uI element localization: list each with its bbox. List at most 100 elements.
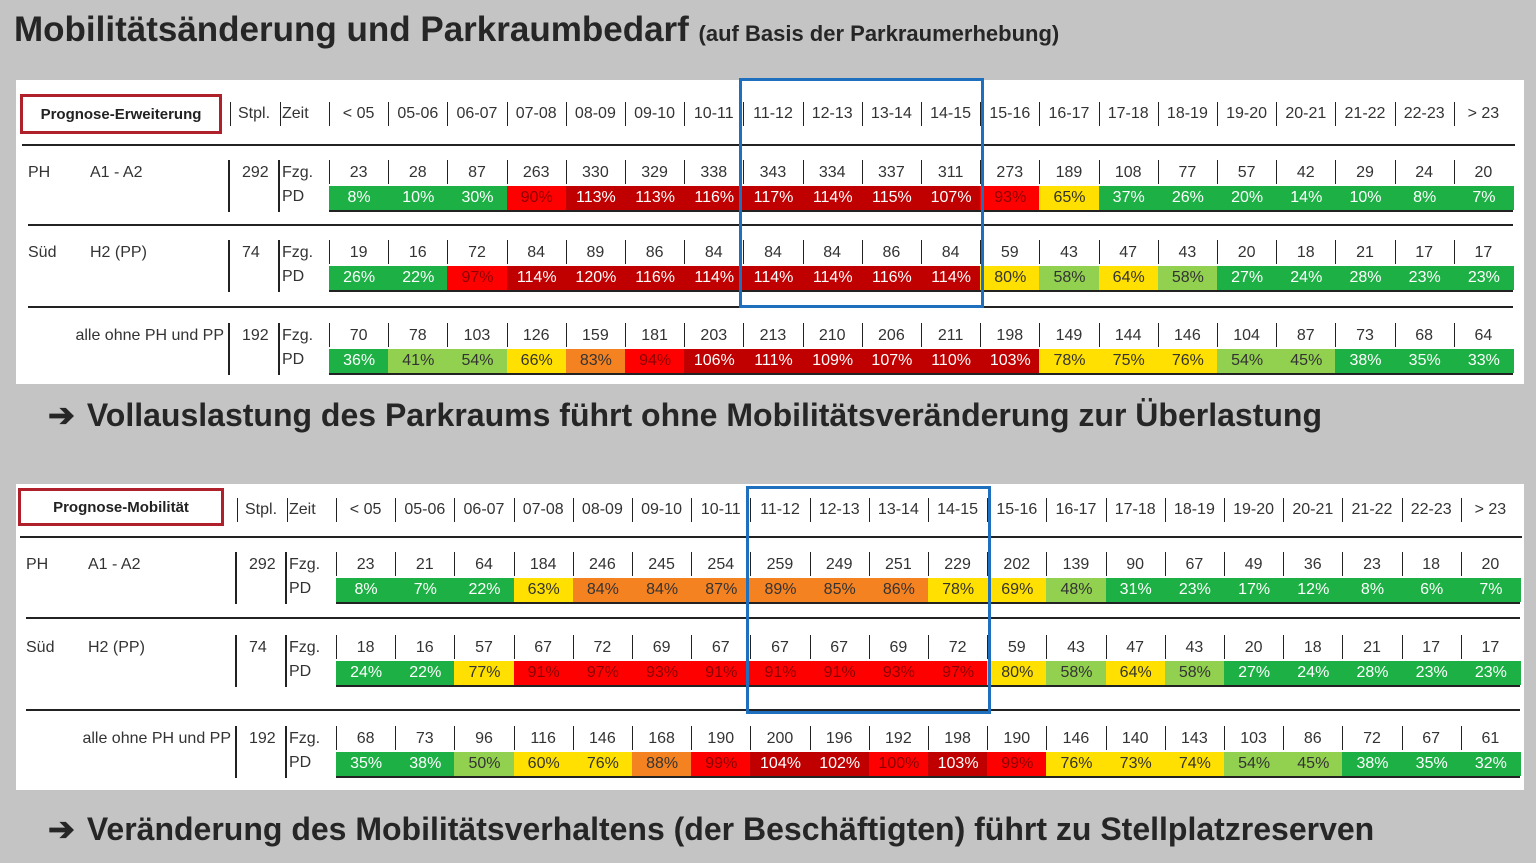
pd-cell: 23%	[1453, 266, 1514, 290]
time-column-header: 08-09	[574, 105, 616, 122]
row-label-location: A1 - A2	[90, 164, 143, 181]
pd-cell: 28%	[1342, 661, 1403, 685]
time-column-header: 06-07	[463, 501, 505, 518]
time-column-header: 14-15	[937, 501, 979, 518]
pd-cell: 93%	[632, 661, 693, 685]
cell-divider	[1335, 240, 1337, 264]
fzg-cell: 43	[1060, 244, 1078, 261]
fzg-cell: 17	[1415, 244, 1434, 261]
highlight-frame	[739, 78, 985, 308]
header-zeit: Zeit	[289, 501, 316, 518]
pd-cell: 27%	[1217, 266, 1278, 290]
pd-cell: 33%	[1453, 349, 1514, 373]
column-divider	[1283, 498, 1285, 522]
cell-divider	[1394, 160, 1396, 184]
row-divider-vertical	[278, 240, 280, 292]
time-column-header: 20-21	[1285, 105, 1327, 122]
cell-divider	[1335, 160, 1337, 184]
cell-divider	[506, 240, 508, 264]
fzg-cell: 202	[1003, 556, 1031, 573]
fzg-cell: 69	[889, 639, 908, 656]
table-tag: Prognose-Mobilität	[18, 488, 224, 526]
pd-cell: 60%	[513, 752, 574, 776]
column-divider	[1039, 102, 1041, 126]
column-divider	[1046, 498, 1048, 522]
pd-cell: 7%	[1453, 186, 1514, 210]
pd-cell: 22%	[388, 266, 449, 290]
pd-cell: 94%	[625, 349, 686, 373]
cell-divider	[565, 323, 567, 347]
fzg-cell: 20	[1481, 556, 1500, 573]
column-divider	[987, 498, 989, 522]
cell-divider	[565, 240, 567, 264]
time-column-header: 21-22	[1351, 501, 1393, 518]
fzg-cell: 67	[1185, 556, 1204, 573]
row-label-area: Süd	[28, 244, 57, 261]
fzg-cell: 189	[1055, 164, 1083, 181]
column-divider	[980, 102, 982, 126]
row-divider-vertical	[285, 552, 287, 604]
pd-cell: 36%	[329, 349, 390, 373]
fzg-cell: 59	[1000, 244, 1019, 261]
header-divider	[22, 144, 1515, 146]
cell-divider	[1394, 323, 1396, 347]
fzg-cell: 229	[944, 556, 971, 573]
fzg-cell: 259	[766, 556, 794, 573]
fzg-cell: 18	[356, 639, 375, 656]
row-label-location: A1 - A2	[88, 556, 141, 573]
pd-cell: 54%	[447, 349, 508, 373]
fzg-cell: 196	[825, 730, 853, 747]
column-divider	[625, 102, 626, 126]
cell-divider	[980, 240, 982, 264]
fzg-cell: 42	[1296, 164, 1315, 181]
pd-cell: 104%	[750, 752, 811, 776]
conclusion-mobilitaet: ➔ Veränderung des Mobilitätsverhaltens (d…	[48, 810, 1374, 848]
fzg-cell: 16	[408, 244, 427, 261]
fzg-cell: 338	[700, 164, 728, 181]
fzg-cell: 77	[1178, 164, 1197, 181]
cell-divider	[1342, 552, 1344, 576]
fzg-cell: 203	[700, 327, 728, 344]
cell-divider	[447, 323, 449, 347]
row-divider-vertical	[228, 323, 230, 375]
pd-cell: 32%	[1460, 752, 1521, 776]
row-stpl: 292	[249, 556, 276, 573]
row-divider-vertical	[285, 726, 287, 778]
cell-divider	[572, 726, 574, 750]
pd-cell: 54%	[1217, 349, 1278, 373]
column-divider	[506, 102, 508, 126]
pd-cell: 74%	[1164, 752, 1225, 776]
cell-divider	[1401, 726, 1403, 750]
fzg-cell: 139	[1062, 556, 1090, 573]
pd-cell: 93%	[868, 661, 929, 685]
time-column-header: 08-09	[581, 501, 623, 518]
fzg-cell: 24	[1415, 164, 1434, 181]
fzg-cell: 86	[645, 244, 664, 261]
cell-divider	[1164, 635, 1166, 659]
cell-divider	[454, 635, 456, 659]
column-divider	[388, 102, 390, 126]
pd-cell: 110%	[921, 349, 982, 373]
pd-cell: 63%	[513, 578, 574, 602]
pd-cell: 35%	[1401, 752, 1462, 776]
fzg-cell: 211	[937, 327, 964, 344]
row-fzg-label: Fzg.	[282, 164, 314, 181]
page-title: Mobilitätsänderung und Parkraumbedarf (a…	[14, 10, 1059, 50]
time-column-header: 22-23	[1403, 105, 1445, 122]
pd-cell: 115%	[861, 186, 922, 210]
time-column-header: < 05	[342, 105, 375, 122]
cell-divider	[1164, 726, 1166, 750]
fzg-cell: 116	[530, 730, 556, 747]
pd-cell: 23%	[1394, 266, 1455, 290]
pd-cell: 97%	[447, 266, 508, 290]
time-column-header: 09-10	[634, 105, 676, 122]
pd-cell: 48%	[1046, 578, 1107, 602]
header-divider	[20, 536, 1522, 538]
row-label-location: alle ohne PH und PP	[82, 730, 231, 747]
fzg-cell: 126	[522, 327, 550, 344]
pd-cell: 69%	[987, 578, 1048, 602]
fzg-cell: 28	[408, 164, 427, 181]
fzg-cell: 87	[468, 164, 486, 181]
cell-divider	[987, 635, 989, 659]
cell-divider	[1224, 552, 1225, 576]
